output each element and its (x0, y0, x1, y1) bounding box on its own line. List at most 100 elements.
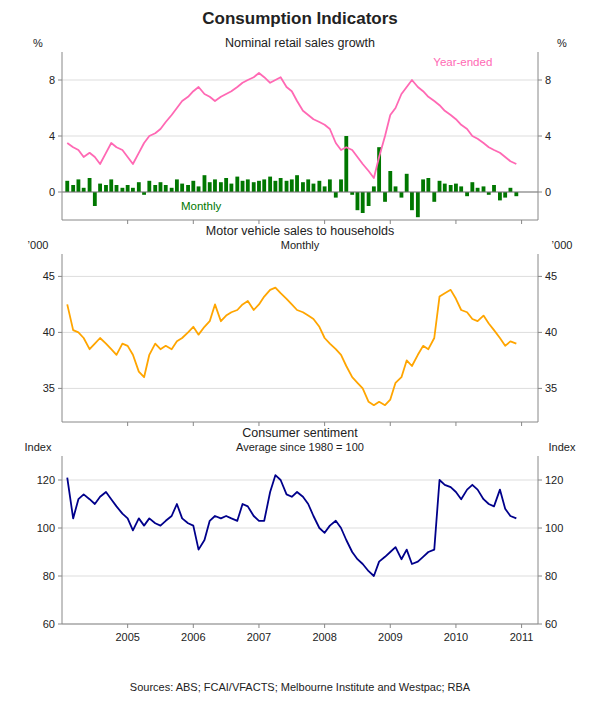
bar (131, 188, 135, 192)
x-tick-label: 2008 (312, 631, 336, 643)
x-tick (390, 624, 391, 628)
y2-axis-line (538, 456, 539, 624)
series-label: Year-ended (433, 56, 492, 68)
grid-line (62, 624, 538, 625)
bar (109, 179, 113, 192)
panel: 6080100120608010012020052006200720082009… (25, 426, 576, 643)
bar (482, 186, 486, 192)
bar (76, 179, 80, 192)
bar (98, 184, 102, 192)
panel: 354045354045Motor vehicle sales to house… (28, 224, 573, 426)
x-tick (390, 422, 391, 426)
y2-tick (538, 480, 542, 481)
x-axis-line (62, 624, 538, 625)
source-note: Sources: ABS; FCAI/VFACTS; Melbourne Ins… (130, 681, 471, 693)
y-tick (58, 480, 62, 481)
y-tick-label: 40 (43, 326, 55, 338)
bar (285, 181, 289, 192)
y-axis-label: Index (25, 441, 52, 453)
bar (82, 188, 86, 192)
x-tick (193, 624, 194, 628)
x-tick (455, 422, 456, 426)
panel-subtitle: Monthly (281, 239, 320, 251)
x-tick-label: 2006 (181, 631, 205, 643)
y2-tick-label: 60 (545, 618, 557, 630)
bar (410, 192, 414, 210)
y2-tick (538, 332, 542, 333)
bar (208, 182, 212, 192)
panel-title: Motor vehicle sales to households (206, 224, 394, 238)
panel-title: Nominal retail sales growth (225, 36, 375, 50)
x-tick-label: 2009 (378, 631, 402, 643)
y-tick (58, 192, 62, 193)
bar (120, 188, 124, 192)
x-tick-label: 2005 (115, 631, 139, 643)
y-tick-label: 120 (37, 474, 55, 486)
bar (71, 185, 75, 192)
plot-area (65, 73, 518, 217)
x-tick (193, 422, 194, 426)
bar (454, 184, 458, 192)
bar (180, 184, 184, 192)
bar (312, 184, 316, 192)
y2-tick (538, 192, 542, 193)
bar (147, 181, 151, 192)
series-label: Monthly (181, 200, 222, 212)
y2-axis-label: ’000 (552, 239, 573, 251)
bar (219, 182, 223, 192)
bar (262, 179, 266, 192)
y2-tick-label: 35 (545, 382, 557, 394)
bar (503, 192, 507, 198)
bar (443, 184, 447, 192)
bar (170, 188, 174, 192)
x-tick (193, 220, 194, 224)
y-tick-label: 0 (49, 186, 55, 198)
bar (383, 192, 387, 202)
bar (246, 179, 250, 192)
chart-canvas: Consumption Indicators048048Nominal reta… (0, 0, 600, 703)
x-tick (127, 624, 128, 628)
bar (175, 179, 179, 192)
bar (323, 186, 327, 192)
y2-tick (538, 136, 542, 137)
y2-tick-label: 120 (545, 474, 563, 486)
bar (394, 186, 398, 192)
plot-area (67, 288, 516, 406)
y-tick (58, 528, 62, 529)
bar (356, 192, 360, 210)
y-tick (58, 576, 62, 577)
bar (203, 175, 207, 192)
bar (104, 185, 108, 192)
bar (213, 179, 217, 192)
bar (137, 182, 141, 192)
y-axis-label: ’000 (28, 239, 49, 251)
x-tick (521, 220, 522, 224)
bar (470, 182, 474, 192)
bar (334, 192, 338, 198)
x-tick (455, 624, 456, 628)
zero-line (62, 192, 538, 193)
x-tick (521, 422, 522, 426)
x-tick (521, 624, 522, 628)
bar (514, 192, 518, 196)
x-tick (324, 624, 325, 628)
bar (159, 182, 163, 192)
bar (115, 185, 119, 192)
bar (421, 179, 425, 192)
grid-line (62, 192, 538, 193)
bar (476, 188, 480, 192)
x-tick (258, 624, 259, 628)
bar (88, 178, 92, 192)
grid-line (62, 388, 538, 389)
bar (465, 192, 469, 196)
bar (317, 181, 321, 192)
x-axis-line (62, 220, 538, 221)
plot-area (67, 475, 516, 576)
bar (126, 185, 130, 192)
grid-line (62, 276, 538, 277)
x-tick (455, 220, 456, 224)
bar (273, 181, 277, 192)
page: {"title": "Consumption Indicators", "sou… (0, 0, 600, 703)
grid-line (62, 480, 538, 481)
y2-tick (538, 388, 542, 389)
